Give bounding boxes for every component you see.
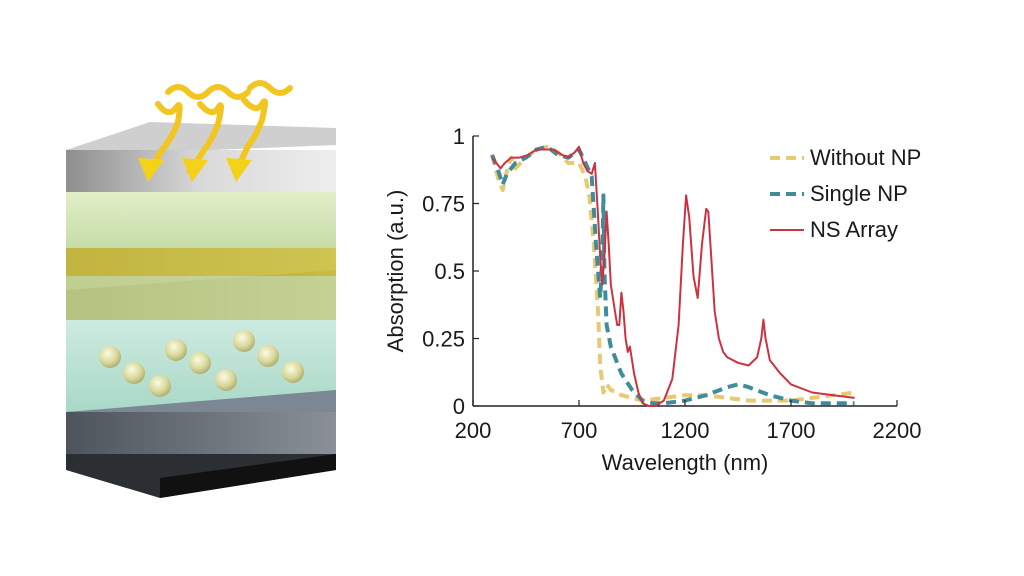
nanoparticle (149, 375, 171, 397)
x-tick-label: 700 (561, 418, 598, 443)
substrate-bottom-shade (160, 454, 336, 498)
series-line-without-np (490, 144, 855, 403)
arrowhead-icon (226, 158, 252, 182)
nanoparticle (99, 346, 121, 368)
active-layer-top-face (66, 276, 336, 320)
light-waves (147, 80, 293, 175)
nanoparticle (215, 369, 237, 391)
chart-series (490, 144, 855, 407)
series-line-ns-array (491, 145, 855, 407)
legend-label: Single NP (810, 181, 908, 206)
absorption-chart: 200 700 1200 1700 2200 0 0.25 0.5 0.75 1 Waveleng… (383, 124, 921, 475)
device-illustration (66, 80, 336, 498)
nanoparticle (257, 345, 279, 367)
y-tick-label: 0.5 (434, 259, 465, 284)
x-tick-label: 2200 (873, 418, 922, 443)
x-tick-label: 200 (455, 418, 492, 443)
light-wave (233, 80, 293, 175)
nanoparticle (282, 361, 304, 383)
arrowhead-icon (182, 158, 208, 182)
nanoparticle (165, 339, 187, 361)
nanoparticle (233, 330, 255, 352)
nanoparticle (189, 352, 211, 374)
green-layer (66, 192, 336, 248)
legend-label: NS Array (810, 217, 898, 242)
chart-legend: Without NP Single NP NS Array (770, 145, 921, 242)
arrowhead-icon (138, 158, 164, 182)
y-tick-label: 1 (453, 124, 465, 149)
light-wave (187, 84, 251, 175)
substrate (66, 412, 336, 454)
x-tick-label: 1700 (767, 418, 816, 443)
chart-axes (472, 136, 897, 407)
y-tick-label: 0 (453, 394, 465, 419)
light-arrowheads (138, 158, 252, 182)
y-tick-label: 0.75 (422, 192, 465, 217)
legend-label: Without NP (810, 145, 921, 170)
light-wave (147, 84, 211, 173)
nanoparticle (123, 362, 145, 384)
top-layer-face (66, 122, 336, 156)
chart-ticks: 200 700 1200 1700 2200 0 0.25 0.5 0.75 1 (422, 124, 921, 443)
x-axis-title: Wavelength (nm) (602, 450, 769, 475)
x-tick-label: 1200 (661, 418, 710, 443)
y-tick-label: 0.25 (422, 327, 465, 352)
y-axis-title: Absorption (a.u.) (383, 190, 408, 353)
